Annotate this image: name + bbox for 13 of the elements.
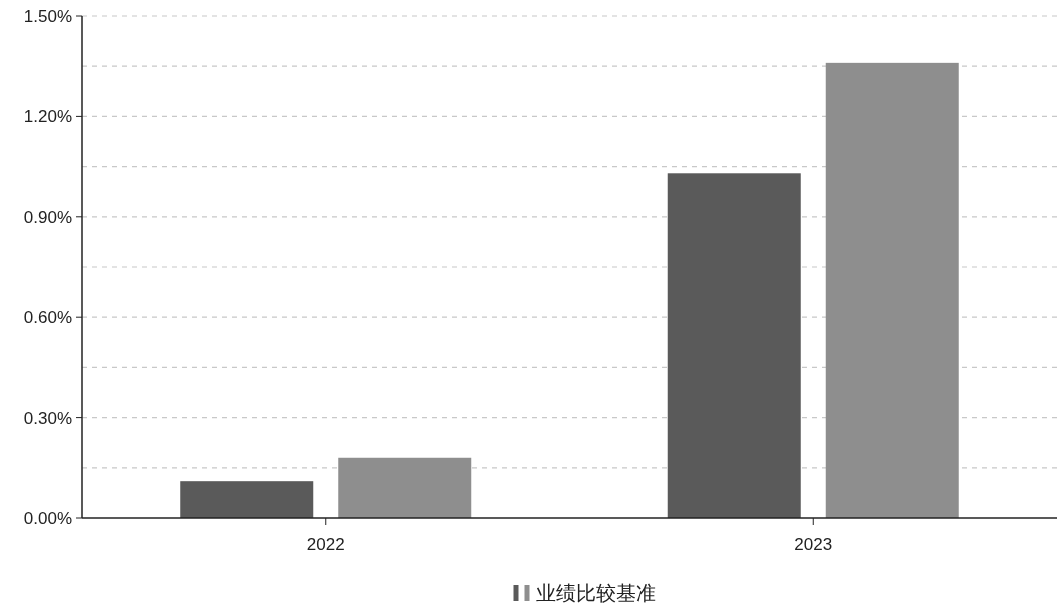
legend-label: 业绩比较基准 (535, 582, 656, 604)
bar (667, 173, 801, 518)
y-tick-label: 1.20% (23, 107, 72, 127)
y-tick-label: 1.50% (23, 7, 72, 26)
x-tick-label: 2022 (306, 535, 345, 554)
x-tick-label: 2023 (794, 535, 833, 554)
bar (338, 457, 472, 518)
y-tick-label: 0.30% (23, 408, 72, 428)
y-tick-label: 0.60% (23, 308, 72, 328)
bar (180, 481, 314, 518)
bar (825, 62, 959, 518)
y-tick-label: 0.00% (23, 509, 72, 528)
y-tick-label: 0.90% (23, 207, 72, 227)
